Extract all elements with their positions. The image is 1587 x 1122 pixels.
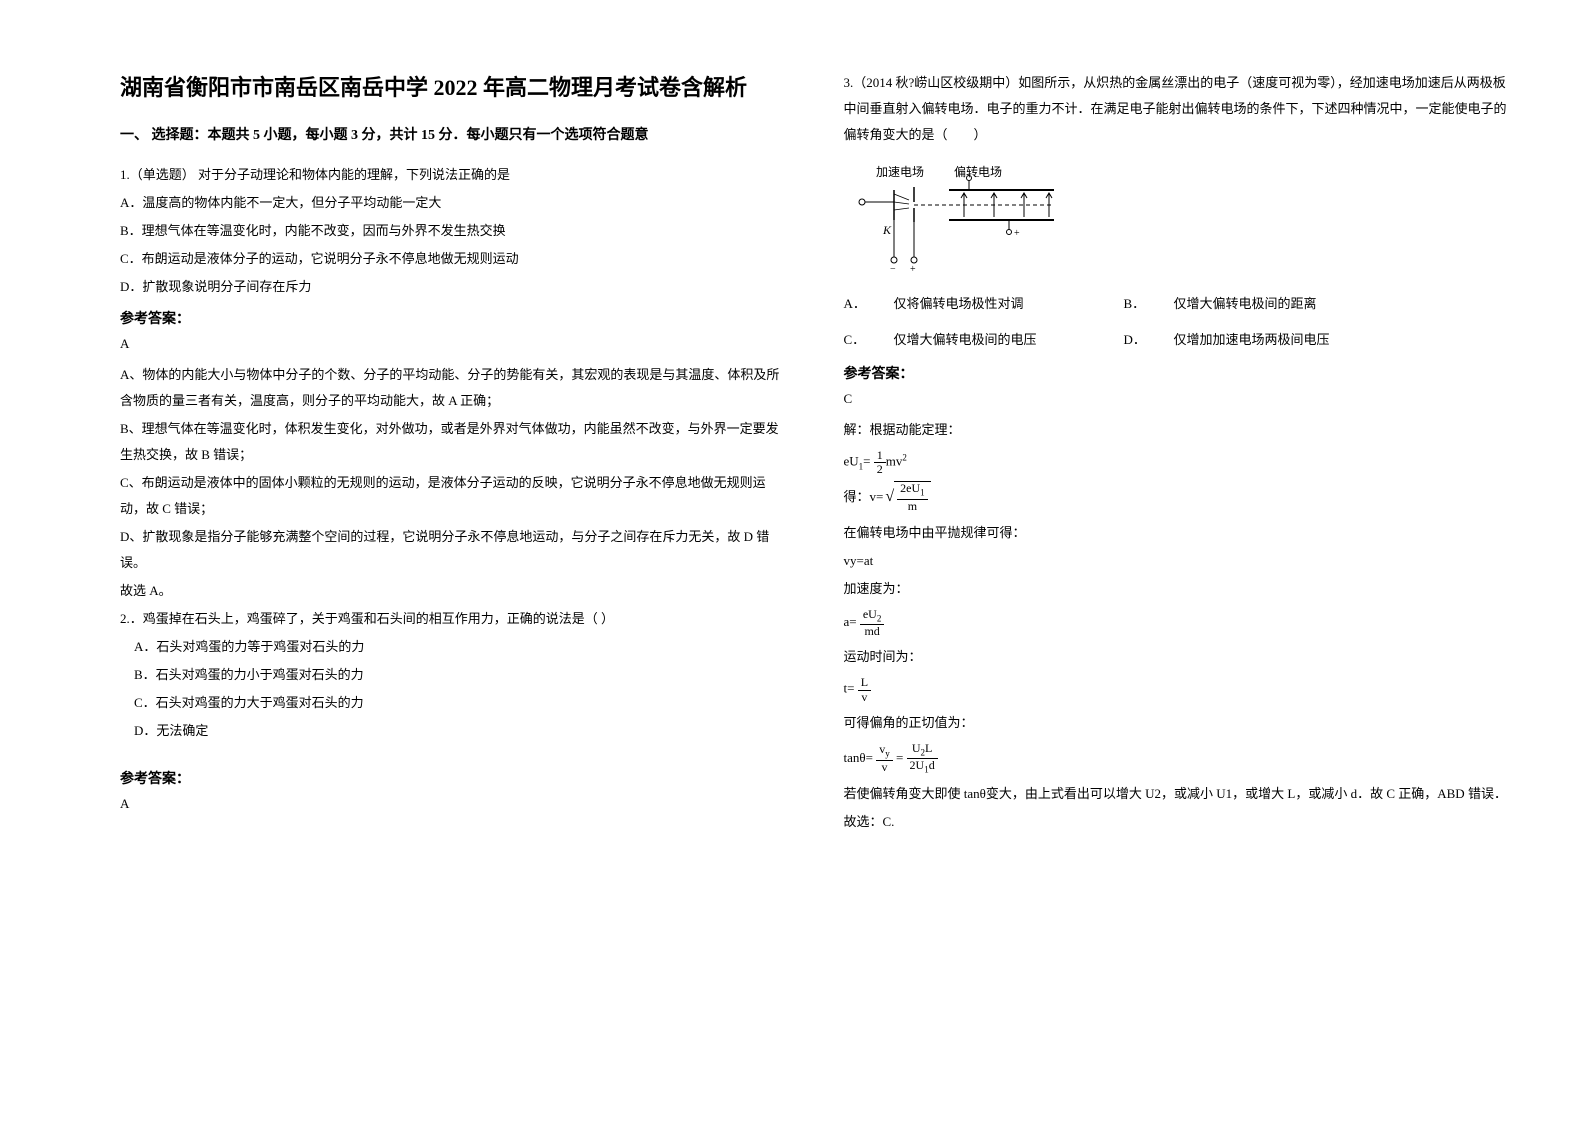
q3-exp4: 加速度为：	[844, 576, 1508, 602]
formula-t: t= Lv	[844, 676, 1508, 703]
q1-expA: A、物体的内能大小与物体中分子的个数、分子的平均动能、分子的势能有关，其宏观的表…	[120, 362, 784, 414]
q3-choices-row1: A． 仅将偏转电场极性对调 B． 仅增大偏转电极间的距离	[844, 291, 1508, 317]
page-title: 湖南省衡阳市市南岳区南岳中学 2022 年高二物理月考试卷含解析	[120, 70, 784, 105]
q3-answer: C	[844, 391, 1508, 407]
q2-optC: C．石头对鸡蛋的力大于鸡蛋对石头的力	[120, 690, 784, 716]
q3-C-letter: C．	[844, 327, 894, 353]
formula-tan: tanθ= vyv = U2L2U1d	[844, 742, 1508, 776]
q2-optD: D．无法确定	[120, 718, 784, 744]
q3-stem: 3.（2014 秋?崂山区校级期中）如图所示，从炽热的金属丝漂出的电子（速度可视…	[844, 70, 1508, 148]
svg-text:−: −	[974, 172, 980, 183]
q3-B-letter: B．	[1124, 291, 1174, 317]
q1-optC: C．布朗运动是液体分子的运动，它说明分子永不停息地做无规则运动	[120, 246, 784, 272]
formula-eU1: eU1= 12mv2	[844, 449, 1508, 476]
q2-optB: B．石头对鸡蛋的力小于鸡蛋对石头的力	[120, 662, 784, 688]
q2-stem: 2.．鸡蛋掉在石头上，鸡蛋碎了，关于鸡蛋和石头间的相互作用力，正确的说法是（ ）	[120, 606, 784, 632]
q3-D-text: 仅增加加速电场两极间电压	[1174, 327, 1508, 353]
q3-conclude: 故选：C.	[844, 809, 1508, 835]
q3-exp7: 若使偏转角变大即使 tanθ变大，由上式看出可以增大 U2，或减小 U1，或增大…	[844, 781, 1508, 807]
svg-text:−: −	[890, 264, 896, 272]
q3-A-text: 仅将偏转电场极性对调	[894, 291, 1124, 317]
q3-exp1: 解：根据动能定理：	[844, 417, 1508, 443]
q3-A-letter: A．	[844, 291, 894, 317]
section-header: 一、 选择题：本题共 5 小题，每小题 3 分，共计 15 分．每小题只有一个选…	[120, 123, 784, 148]
svg-text:+: +	[910, 264, 916, 272]
q1-optA: A．温度高的物体内能不一定大，但分子平均动能一定大	[120, 190, 784, 216]
q3-exp5: 运动时间为：	[844, 644, 1508, 670]
q3-exp2: 在偏转电场中由平抛规律可得：	[844, 520, 1508, 546]
q1-expC: C、布朗运动是液体中的固体小颗粒的无规则的运动，是液体分子运动的反映，它说明分子…	[120, 470, 784, 522]
q2-answer: A	[120, 796, 784, 812]
formula-a: a= eU2md	[844, 608, 1508, 638]
q1-expB: B、理想气体在等温变化时，体积发生变化，对外做功，或者是外界对气体做功，内能虽然…	[120, 416, 784, 468]
q3-exp3: vy=at	[844, 548, 1508, 574]
svg-text:+: +	[1014, 228, 1020, 239]
q2-answer-label: 参考答案：	[120, 768, 784, 788]
q1-optB: B．理想气体在等温变化时，内能不改变，因而与外界不发生热交换	[120, 218, 784, 244]
q1-stem: 1.（单选题） 对于分子动理论和物体内能的理解，下列说法正确的是	[120, 162, 784, 188]
q1-answer-label: 参考答案：	[120, 308, 784, 328]
q1-optD: D．扩散现象说明分子间存在斥力	[120, 274, 784, 300]
q2-optA: A．石头对鸡蛋的力等于鸡蛋对石头的力	[120, 634, 784, 660]
q1-answer: A	[120, 336, 784, 352]
diagram-K: K	[882, 223, 892, 237]
q3-choices-row2: C． 仅增大偏转电极间的电压 D． 仅增加加速电场两极间电压	[844, 327, 1508, 353]
q3-exp6: 可得偏角的正切值为：	[844, 710, 1508, 736]
q3-diagram: 加速电场 偏转电场 K − +	[854, 162, 1508, 277]
q3-D-letter: D．	[1124, 327, 1174, 353]
diagram-label-accel: 加速电场	[876, 165, 924, 179]
q3-C-text: 仅增大偏转电极间的电压	[894, 327, 1124, 353]
q3-B-text: 仅增大偏转电极间的距离	[1174, 291, 1508, 317]
q3-answer-label: 参考答案：	[844, 363, 1508, 383]
q1-conclude: 故选 A。	[120, 578, 784, 604]
formula-v: 得：v=√2eU1m	[844, 482, 1508, 513]
q1-expD: D、扩散现象是指分子能够充满整个空间的过程，它说明分子永不停息地运动，与分子之间…	[120, 524, 784, 576]
